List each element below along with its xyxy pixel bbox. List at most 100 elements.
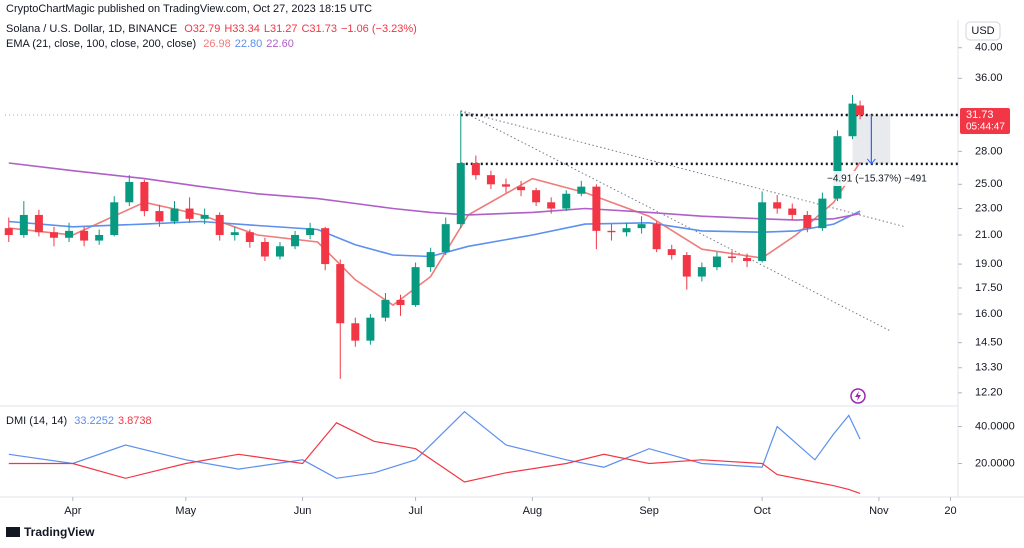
candle — [49, 226, 58, 247]
candle — [486, 170, 495, 189]
ema-values: 26.98 22.80 22.60 — [203, 38, 298, 50]
candle-body — [682, 255, 691, 277]
candle — [230, 226, 239, 241]
candle — [622, 222, 631, 237]
candle-body — [321, 228, 330, 265]
candle-body — [291, 234, 300, 247]
candle-body — [652, 224, 661, 250]
x-tick-label: Jun — [294, 505, 312, 517]
x-tick-label: Aug — [523, 505, 543, 517]
x-tick-label: Sep — [639, 505, 659, 517]
candle-body — [275, 246, 284, 257]
measure-label: −4.91 (−15.37%) −491 — [827, 174, 927, 185]
candle — [260, 237, 269, 262]
y-tick-label: 12.20 — [975, 387, 1003, 399]
candle — [667, 244, 676, 260]
y-tick-label: 36.00 — [975, 72, 1003, 84]
candle — [501, 178, 510, 193]
candle — [456, 110, 465, 229]
candle — [803, 211, 812, 233]
candle-body — [49, 232, 58, 238]
price-tag — [960, 108, 1010, 135]
candle — [245, 229, 254, 248]
candle-body — [471, 163, 480, 176]
candle-body — [396, 299, 405, 306]
quote: O32.79 H33.34 L31.27 C31.73 −1.06 (−3.23%) — [184, 23, 421, 35]
candle-body — [125, 181, 134, 203]
y-tick-label: 40.00 — [975, 42, 1003, 54]
candle — [411, 262, 420, 307]
candle-body — [230, 232, 239, 235]
y-tick-label: 25.00 — [975, 178, 1003, 190]
dmi-legend: DMI (14, 14) 33.2252 3.8738 — [6, 415, 160, 427]
candle — [773, 194, 782, 214]
candle — [19, 201, 28, 238]
ema-title: EMA (21, close, 100, close, 200, close) — [6, 38, 197, 50]
candle — [532, 187, 541, 207]
candle — [306, 222, 315, 240]
candle — [848, 94, 857, 140]
trend-line — [460, 110, 906, 228]
brand: TradingView — [24, 525, 95, 539]
y-tick-label: 19.00 — [975, 258, 1003, 270]
candle — [155, 204, 164, 227]
x-tick-label: Jul — [409, 505, 423, 517]
y-tick-label: 21.00 — [975, 229, 1003, 241]
candle — [426, 247, 435, 272]
candle — [366, 314, 375, 345]
candle — [743, 253, 752, 268]
candle-body — [803, 214, 812, 229]
y-tick-label: 28.00 — [975, 145, 1003, 157]
candle-body — [833, 136, 842, 199]
candle-body — [4, 228, 13, 235]
ema-line — [8, 162, 861, 221]
candle — [652, 221, 661, 253]
candle-body — [562, 193, 571, 209]
candle — [321, 226, 330, 271]
candle — [65, 222, 74, 242]
dmi-value: 3.8738 — [117, 415, 152, 427]
ema-legend: EMA (21, close, 100, close, 200, close) … — [6, 38, 302, 50]
x-tick-label: 20 — [944, 505, 956, 517]
candle-body — [200, 214, 209, 219]
published-line: CryptoChartMagic published on TradingVie… — [6, 3, 376, 15]
y-tick-label: 40.0000 — [975, 420, 1015, 432]
candle — [818, 192, 827, 231]
measure-arrow-head — [866, 158, 876, 165]
candle-body — [622, 228, 631, 233]
y-tick-label: 20.0000 — [975, 457, 1015, 469]
candle-body — [19, 214, 28, 235]
candle — [592, 184, 601, 250]
candle — [170, 201, 179, 225]
candle-body — [245, 232, 254, 242]
candle — [577, 180, 586, 197]
event-bolt — [855, 391, 861, 401]
symbol-title: Solana / U.S. Dollar, 1D, BINANCE — [6, 23, 178, 35]
quote-value: H33.34 — [224, 23, 260, 35]
currency-box[interactable] — [965, 21, 1001, 41]
candle — [34, 209, 43, 237]
measure-label-bg — [824, 171, 940, 186]
candle-body — [426, 252, 435, 268]
candle-body — [637, 224, 646, 229]
candle — [95, 229, 104, 245]
x-tick-label: Apr — [64, 505, 81, 517]
candle — [562, 190, 571, 212]
candle-body — [215, 214, 224, 235]
candle — [275, 241, 284, 260]
candle-body — [697, 267, 706, 277]
candle — [140, 179, 149, 217]
candle-body — [743, 258, 752, 262]
dmi-value: 33.2252 — [74, 415, 114, 427]
candle-body — [411, 267, 420, 306]
candle-body — [170, 208, 179, 222]
candle — [607, 224, 616, 241]
dmi-values: 33.2252 3.8738 — [74, 415, 155, 427]
candle-body — [773, 202, 782, 209]
y-tick-label: 17.50 — [975, 282, 1003, 294]
x-tick-label: Nov — [869, 505, 889, 517]
dmi-line — [8, 410, 861, 479]
candle-body — [727, 256, 736, 259]
candle-body — [532, 190, 541, 203]
